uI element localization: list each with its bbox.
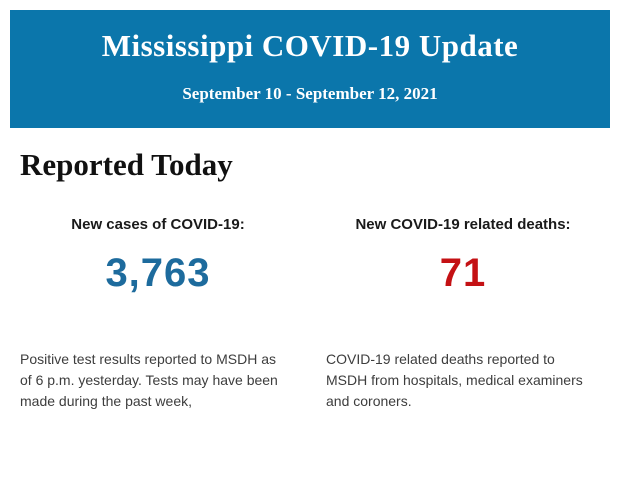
cases-stat-column: New cases of COVID-19: 3,763 Positive te… xyxy=(0,216,310,412)
deaths-label: New COVID-19 related deaths: xyxy=(355,216,571,233)
cases-description: Positive test results reported to MSDH a… xyxy=(20,351,278,409)
banner-date-range: September 10 - September 12, 2021 xyxy=(182,84,438,103)
cases-label: New cases of COVID-19: xyxy=(71,216,245,233)
cases-value: 3,763 xyxy=(105,251,211,295)
banner-title: Mississippi COVID-19 Update xyxy=(101,28,519,63)
deaths-stat-column: New COVID-19 related deaths: 71 COVID-19… xyxy=(310,216,620,412)
deaths-value: 71 xyxy=(439,251,487,295)
deaths-description: COVID-19 related deaths reported to MSDH… xyxy=(326,351,583,409)
stats-grid: New cases of COVID-19: 3,763 Positive te… xyxy=(0,216,620,412)
header-banner: Mississippi COVID-19 Update September 10… xyxy=(10,10,610,128)
section-heading: Reported Today xyxy=(20,147,233,182)
